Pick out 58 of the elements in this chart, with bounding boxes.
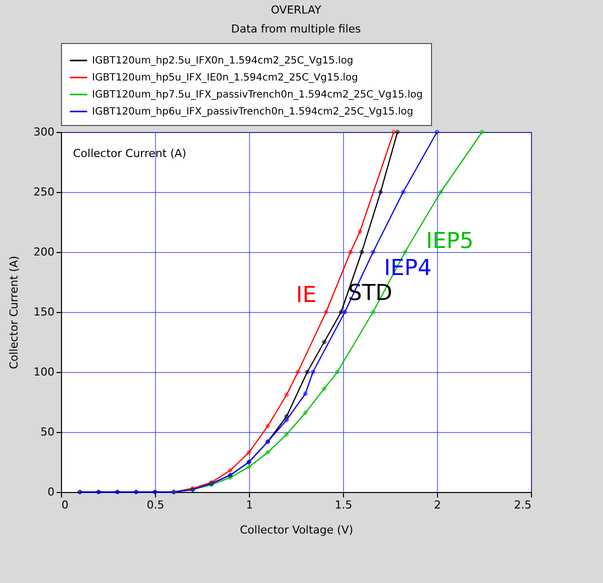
- point: [338, 310, 344, 314]
- point: [228, 475, 232, 480]
- point: [284, 414, 289, 419]
- legend-label: IGBT120um_hp6u_IFX_passivTrench0n_1.594cm2_25C_Vg15.log: [92, 106, 414, 118]
- x-tick-label: 0: [62, 498, 68, 512]
- point: [228, 468, 232, 473]
- point: [434, 130, 440, 134]
- point: [342, 310, 348, 314]
- y-tick-label: 0: [48, 486, 54, 498]
- point: [266, 450, 270, 455]
- y-tick-label: 300: [34, 126, 54, 138]
- annotation: IE: [296, 283, 316, 308]
- chart-title: OVERLAY: [270, 4, 322, 16]
- legend-label: IGBT120um_hp5u_IFX_IE0n_1.594cm2_25C_Vg15.log: [92, 72, 358, 84]
- point: [284, 432, 289, 437]
- y-tick-label: 150: [34, 306, 54, 318]
- x-tick-label: 2: [434, 498, 441, 512]
- x-tick-label: 2.5: [514, 498, 532, 512]
- annotation: IEP5: [426, 229, 474, 254]
- point: [378, 190, 383, 194]
- x-tick-label: 1: [246, 498, 253, 512]
- point: [322, 340, 326, 344]
- point: [401, 190, 406, 194]
- point: [370, 250, 376, 254]
- point: [395, 130, 400, 134]
- point: [402, 250, 408, 254]
- annotation: Collector Current (A): [73, 147, 186, 160]
- point: [303, 410, 308, 415]
- point: [322, 386, 326, 391]
- point: [305, 370, 310, 374]
- x-axis-title: Collector Voltage (V): [240, 524, 354, 536]
- point: [360, 250, 364, 254]
- point: [310, 370, 316, 374]
- y-tick-label: 250: [34, 186, 54, 198]
- chart-subtitle: Data from multiple files: [231, 22, 362, 36]
- point: [438, 190, 443, 194]
- point: [284, 392, 289, 397]
- y-axis-title: Collector Current (A): [8, 256, 21, 370]
- point: [348, 250, 353, 254]
- point: [358, 229, 362, 234]
- point: [480, 130, 484, 134]
- point: [303, 391, 308, 396]
- point: [284, 418, 289, 422]
- y-tick-label: 200: [34, 246, 54, 258]
- legend-label: IGBT120um_hp2.5u_IFX0n_1.594cm2_25C_Vg15.log: [92, 56, 354, 66]
- point: [246, 450, 252, 455]
- point: [335, 370, 340, 374]
- x-tick-label: 1.5: [334, 498, 352, 512]
- point: [296, 370, 300, 374]
- y-tick-label: 100: [34, 366, 54, 378]
- point: [266, 424, 270, 428]
- point: [370, 310, 376, 314]
- point: [392, 130, 396, 134]
- legend-label: IGBT120um_hp7.5u_IFX_passivTrench0n_1.594cm2_25C_Vg15.log: [92, 90, 423, 100]
- point: [246, 464, 252, 469]
- point: [324, 310, 328, 314]
- x-tick-label: 0.5: [146, 498, 164, 512]
- y-tick-label: 50: [40, 426, 54, 438]
